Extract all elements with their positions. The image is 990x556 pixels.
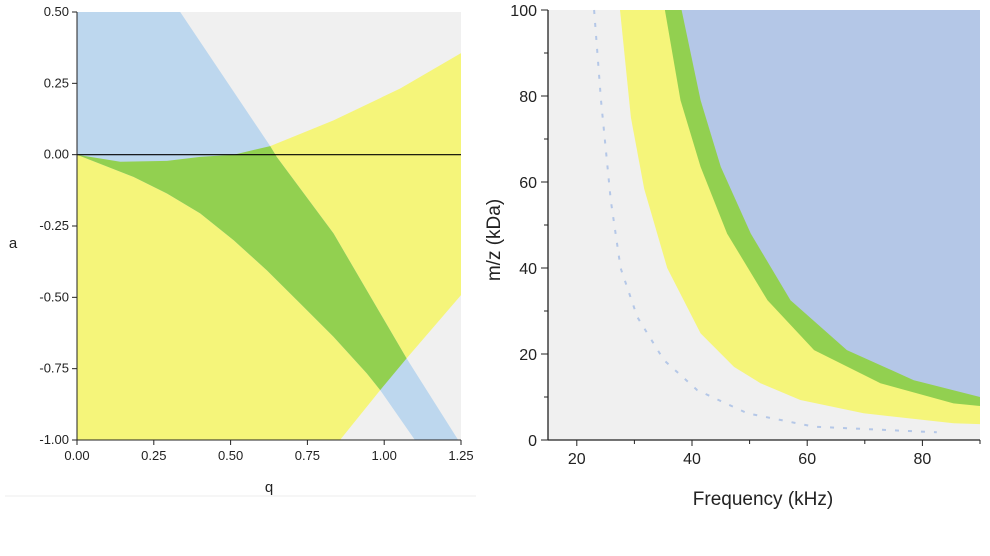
right-y-tick-label: 40 <box>519 261 537 278</box>
left-y-tick-label: 0.00 <box>44 147 69 162</box>
left-axes: 0.00 0.25 0.50 0.75 1.00 1.25 -1.00 -0.75 -0.50 -… <box>39 4 473 463</box>
left-y-tick-label: -0.50 <box>39 289 69 304</box>
right-blue-region <box>681 10 980 397</box>
right-y-tick-label: 100 <box>510 3 537 20</box>
right-x-tick-label: 80 <box>914 451 932 468</box>
left-chart-qa-stability: 0.00 0.25 0.50 0.75 1.00 1.25 -1.00 -0.75 -0.50 -… <box>5 4 476 497</box>
left-x-tick-label: 0.00 <box>64 448 89 463</box>
right-y-axis-label: m/z (kDa) <box>484 199 505 281</box>
right-chart-frequency-mz: 20 40 60 80 0 20 40 60 80 100 Frequency (kHz) m/z… <box>484 3 981 510</box>
right-x-tick-label: 40 <box>683 451 701 468</box>
left-x-tick-label: 1.00 <box>372 448 397 463</box>
right-dashed-curve <box>593 9 937 434</box>
left-y-tick-label: 0.25 <box>44 75 69 90</box>
left-y-tick-label: -0.25 <box>39 218 69 233</box>
right-y-tick-label: 0 <box>528 433 537 450</box>
left-x-tick-label: 0.25 <box>141 448 166 463</box>
left-x-tick-label: 0.75 <box>295 448 320 463</box>
left-x-axis-label: q <box>265 479 273 496</box>
right-y-tick-label: 20 <box>519 347 537 364</box>
left-y-tick-label: 0.50 <box>44 4 69 19</box>
right-x-tick-label: 60 <box>798 451 816 468</box>
left-x-tick-label: 1.25 <box>448 448 473 463</box>
right-y-tick-label: 80 <box>519 89 537 106</box>
right-y-tick-label: 60 <box>519 175 537 192</box>
left-x-tick-label: 0.50 <box>218 448 243 463</box>
left-y-tick-label: -0.75 <box>39 361 69 376</box>
right-x-tick-label: 20 <box>568 451 586 468</box>
right-axes: 20 40 60 80 0 20 40 60 80 100 <box>510 3 981 468</box>
right-x-axis-label: Frequency (kHz) <box>693 489 833 510</box>
left-y-axis-label: a <box>9 235 18 252</box>
left-y-tick-label: -1.00 <box>39 432 69 447</box>
